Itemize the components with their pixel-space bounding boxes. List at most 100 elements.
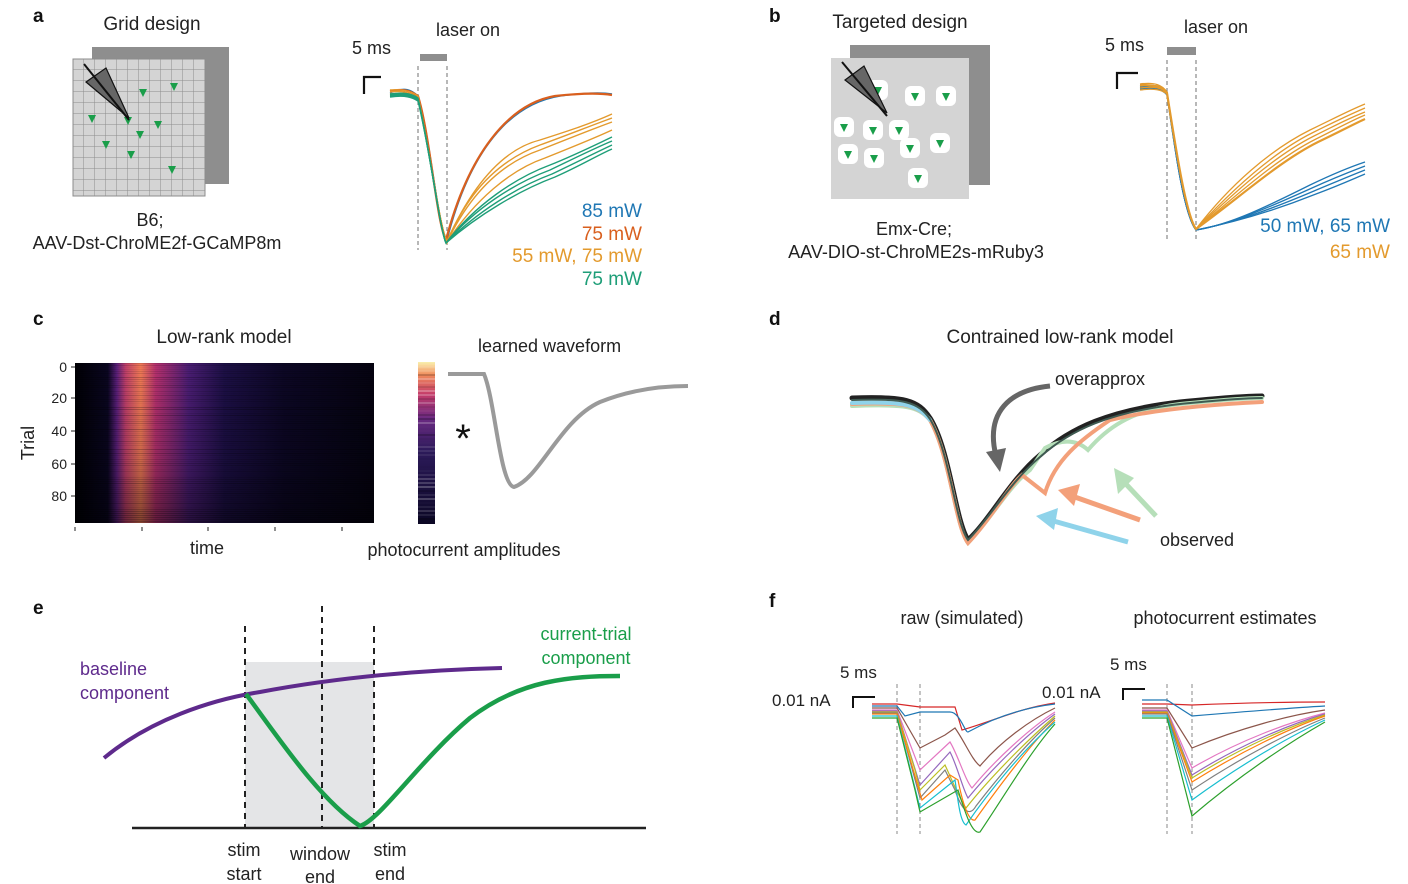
waveform-label: learned waveform — [478, 336, 621, 356]
panel-b-caption-2: AAV-DIO-st-ChroME2s-mRuby3 — [788, 242, 1044, 262]
heatmap-row — [75, 483, 374, 484]
panel-d: d Contrained low-rank model overapprox o… — [769, 309, 1265, 550]
overapprox-arrow — [990, 383, 1051, 457]
colorbar-band — [418, 498, 435, 500]
heatmap-row — [75, 471, 374, 472]
colorbar-band — [418, 438, 435, 440]
heatmap-row — [75, 395, 374, 396]
y-tick-80: 80 — [51, 488, 67, 504]
heatmap-row — [75, 451, 374, 452]
colorbar-band — [418, 390, 435, 392]
heatmap-row — [75, 435, 374, 436]
heatmap-row — [75, 509, 374, 510]
heatmap-row — [75, 513, 374, 514]
heatmap-row — [75, 453, 374, 454]
scale-bar — [362, 75, 381, 94]
panel-f-title-right: photocurrent estimates — [1133, 608, 1316, 628]
heatmap-row — [75, 367, 374, 368]
pipette-icon — [83, 63, 130, 121]
heatmap-row — [75, 383, 374, 384]
baseline-label-2: component — [80, 683, 169, 703]
heatmap-row — [75, 449, 374, 450]
heatmap-row — [75, 397, 374, 398]
heatmap-row — [75, 363, 374, 364]
panel-d-traces — [849, 393, 1265, 547]
arrowhead-icon — [1036, 508, 1058, 530]
stim-start-label-1: stim — [228, 840, 261, 860]
arrowhead-icon — [1114, 468, 1134, 494]
y-ticks — [71, 366, 343, 531]
colorbar-band — [418, 398, 435, 400]
colorbar-band — [418, 458, 435, 460]
colorbar-band — [418, 478, 435, 480]
observed-label: observed — [1160, 530, 1234, 550]
colorbar-band — [418, 418, 435, 420]
heatmap-row — [75, 387, 374, 388]
stim-end-label-1: stim — [374, 840, 407, 860]
colorbar-band — [418, 406, 435, 408]
colorbar-band — [418, 394, 435, 396]
amplitudes-label: photocurrent amplitudes — [367, 540, 560, 560]
heatmap-row — [75, 365, 374, 366]
baseline-component-curve — [102, 666, 503, 760]
heatmap-row — [75, 469, 374, 470]
heatmap-row — [75, 511, 374, 512]
overapprox-label: overapprox — [1055, 369, 1145, 389]
heatmap-row — [75, 407, 374, 408]
colorbar-band — [418, 514, 435, 516]
heatmap-row — [75, 503, 374, 504]
panel-b-title: Targeted design — [832, 12, 967, 33]
stim-start-label-2: start — [226, 864, 261, 884]
f-left-scale-time: 5 ms — [840, 663, 877, 682]
colorbar-band — [418, 454, 435, 456]
colorbar-band — [418, 518, 435, 520]
current-label-2: component — [541, 648, 630, 668]
heatmap-row — [75, 439, 374, 440]
heatmap-row — [75, 495, 374, 496]
heatmap-rows — [75, 363, 374, 522]
colorbar-band — [418, 426, 435, 428]
panel-a-scale-label: 5 ms — [352, 38, 391, 58]
colorbar-band — [418, 450, 435, 452]
y-tick-60: 60 — [51, 456, 67, 472]
heatmap-row — [75, 373, 374, 374]
observed-arrow-blue — [1049, 517, 1129, 545]
colorbar-band — [418, 422, 435, 424]
colorbar-band — [418, 378, 435, 380]
colorbar-band — [418, 410, 435, 412]
heatmap-row — [75, 371, 374, 372]
neuron-icon — [102, 141, 110, 149]
panel-a-caption-1: B6; — [136, 210, 163, 230]
legend-85mw: 85 mW — [582, 201, 642, 222]
legend-50-65mw: 50 mW, 65 mW — [1260, 216, 1390, 237]
heatmap-row — [75, 409, 374, 410]
colorbar-band — [418, 402, 435, 404]
colorbar-band — [418, 490, 435, 492]
neuron-icon — [168, 166, 176, 174]
heatmap-row — [75, 417, 374, 418]
f-left-scale-amp: 0.01 nA — [772, 691, 831, 710]
laser-bar — [1167, 47, 1196, 55]
heatmap-row — [75, 411, 374, 412]
heatmap-row — [75, 403, 374, 404]
targeted-neurons — [834, 80, 956, 188]
neuron-icon — [139, 89, 147, 97]
heatmap-row — [75, 437, 374, 438]
colorbar-band — [418, 386, 435, 388]
legend-65mw: 65 mW — [1330, 242, 1390, 263]
neuron-icon — [88, 115, 96, 123]
heatmap-row — [75, 457, 374, 458]
heatmap-row — [75, 375, 374, 376]
neuron-icon — [154, 121, 162, 129]
heatmap-row — [75, 475, 374, 476]
panel-b-scale-label: 5 ms — [1105, 35, 1144, 55]
current-trial-curve — [244, 673, 621, 829]
colorbar-band — [418, 482, 435, 484]
colorbar-band — [418, 466, 435, 468]
heatmap-row — [75, 391, 374, 392]
heatmap-row — [75, 399, 374, 400]
heatmap-row — [75, 419, 374, 420]
heatmap-row — [75, 485, 374, 486]
colorbar-band — [418, 362, 435, 364]
panel-a-traces — [389, 88, 613, 245]
